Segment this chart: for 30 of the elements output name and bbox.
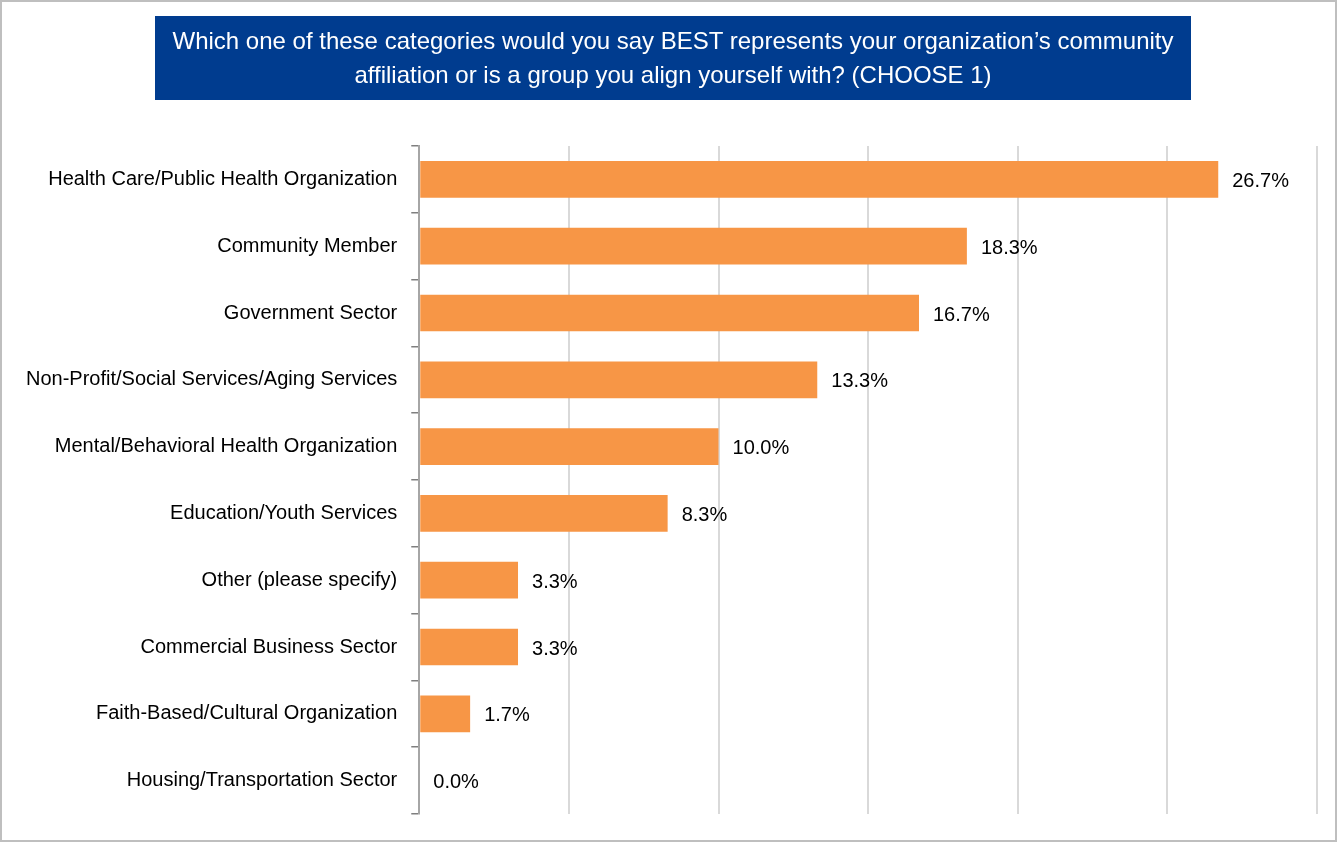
data-label: 13.3% bbox=[831, 369, 889, 392]
bar bbox=[420, 361, 818, 399]
y-tick-label: Education/Youth Services bbox=[170, 500, 398, 523]
bar bbox=[420, 294, 919, 332]
bar bbox=[420, 428, 719, 465]
y-tick-label: Non-Profit/Social Services/Aging Services bbox=[25, 367, 398, 390]
bar bbox=[420, 495, 668, 532]
bar bbox=[420, 695, 471, 733]
y-tick-label: Community Member bbox=[217, 233, 398, 256]
data-label: 3.3% bbox=[532, 636, 578, 659]
y-tick-label: Other (please specify) bbox=[201, 567, 398, 590]
data-label: 8.3% bbox=[681, 502, 728, 525]
data-label: 1.7% bbox=[484, 703, 530, 726]
y-tick-label: Mental/Behavioral Health Organization bbox=[54, 434, 398, 457]
bar bbox=[420, 561, 519, 599]
bar bbox=[420, 161, 1219, 198]
chart-title: Which one of these categories would you say BEST represents your organization’s community affiliation or is a group you align yourself with? (CHOOSE 1) bbox=[155, 16, 1191, 100]
data-label: 3.3% bbox=[532, 569, 578, 592]
y-tick-label: Faith-Based/Cultural Organization bbox=[95, 701, 398, 724]
bar bbox=[420, 628, 519, 666]
bar bbox=[420, 227, 967, 265]
y-tick-label: Government Sector bbox=[223, 300, 398, 323]
data-label: 26.7% bbox=[1232, 168, 1290, 191]
y-tick-label: Housing/Transportation Sector bbox=[126, 768, 398, 791]
y-tick-label: Health Care/Public Health Organization bbox=[48, 166, 398, 189]
data-label: 10.0% bbox=[732, 436, 790, 459]
data-label: 16.7% bbox=[933, 302, 990, 325]
data-label: 18.3% bbox=[980, 235, 1038, 258]
y-tick-label: Commercial Business Sector bbox=[140, 634, 398, 657]
data-label: 0.0% bbox=[433, 770, 480, 793]
